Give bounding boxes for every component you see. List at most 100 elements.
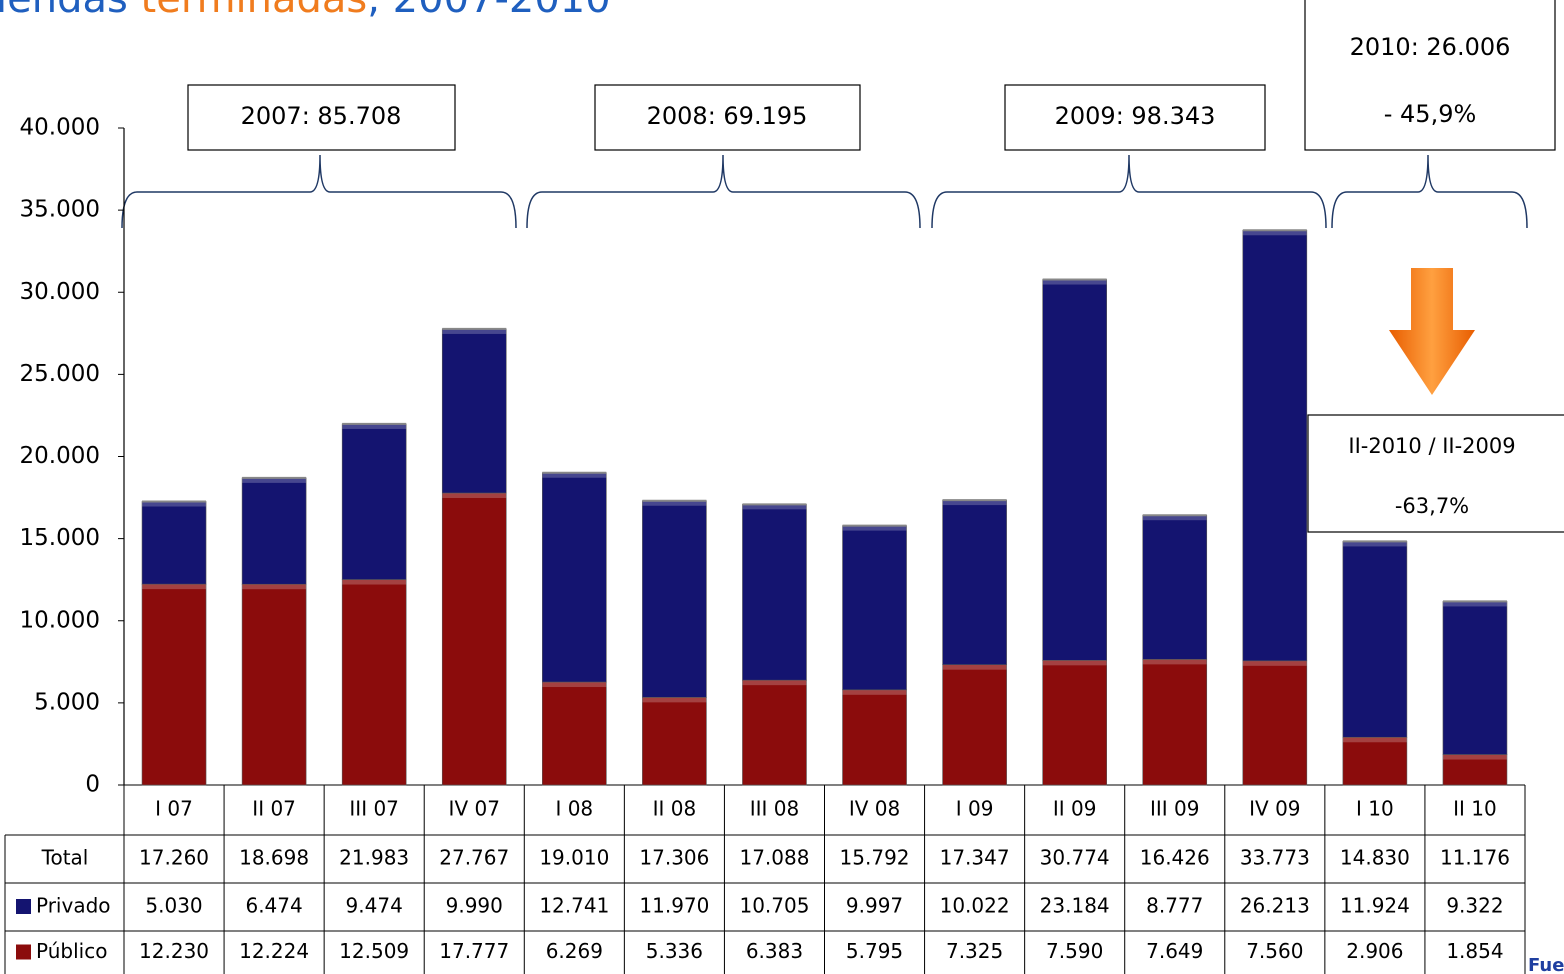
legend-swatch	[16, 899, 31, 914]
bar-highlight	[242, 584, 307, 590]
y-tick-label: 5.000	[34, 689, 100, 715]
annotation: 2009: 98.343	[1055, 102, 1216, 130]
table-cell: 18.698	[239, 846, 309, 870]
bar-highlight	[1342, 541, 1407, 547]
x-tick-label: II 08	[653, 797, 697, 821]
annotation: 2010: 26.006	[1350, 33, 1511, 61]
table-cell: 12.509	[339, 939, 409, 963]
bar-segment	[1442, 601, 1508, 755]
table-cell: 12.230	[139, 939, 209, 963]
x-tick-label: III 08	[750, 797, 800, 821]
y-tick-label: 40.000	[20, 115, 100, 141]
table-cell: 2.906	[1346, 939, 1403, 963]
table-cell: 19.010	[539, 846, 609, 870]
bar-segment	[642, 697, 707, 786]
bar-highlight	[1242, 660, 1307, 666]
bar-highlight	[742, 504, 807, 510]
table-cell: 6.474	[245, 894, 302, 918]
bar-highlight	[842, 689, 907, 695]
table-cell: 15.792	[840, 846, 910, 870]
bar-segment	[1042, 279, 1107, 661]
y-tick-label: 10.000	[20, 607, 100, 633]
x-tick-label: II 10	[1453, 797, 1497, 821]
table-cell: 27.767	[439, 846, 509, 870]
bar-highlight	[442, 328, 507, 334]
bar-highlight	[1042, 660, 1107, 666]
bar-highlight	[1242, 230, 1307, 236]
annotation: 2007: 85.708	[241, 102, 402, 130]
bar-segment	[1142, 659, 1208, 786]
table-cell: 10.705	[739, 894, 809, 918]
bar-highlight	[942, 500, 1007, 506]
bar-segment	[241, 583, 307, 786]
bar-highlight	[142, 501, 207, 507]
table-cell: 9.322	[1446, 894, 1503, 918]
table-cell: 21.983	[339, 846, 409, 870]
table-cell: 17.306	[639, 846, 709, 870]
x-tick-label: II 07	[252, 797, 296, 821]
bar-highlight	[742, 680, 807, 686]
bar-segment	[341, 423, 407, 580]
bar-highlight	[342, 579, 407, 585]
bar-segment	[241, 477, 307, 585]
table-cell: 11.924	[1340, 894, 1410, 918]
bar-highlight	[1042, 279, 1107, 285]
table-cell: 1.854	[1446, 939, 1503, 963]
bar-highlight	[1442, 754, 1507, 760]
table-cell: 17.347	[940, 846, 1010, 870]
bar-highlight	[1342, 737, 1407, 743]
annotation-box	[594, 84, 861, 151]
table-cell: 23.184	[1040, 894, 1110, 918]
y-tick-label: 20.000	[20, 443, 100, 469]
table-cell: 16.426	[1140, 846, 1210, 870]
x-tick-label: I 07	[155, 797, 193, 821]
y-tick-label: 30.000	[20, 279, 100, 305]
bar-highlight	[842, 525, 907, 531]
x-tick-label: III 09	[1150, 797, 1200, 821]
bar-highlight	[442, 493, 507, 499]
x-tick-label: IV 07	[449, 797, 500, 821]
bar-highlight	[142, 584, 207, 590]
table-cell: 11.176	[1440, 846, 1510, 870]
down-arrow	[1389, 268, 1475, 395]
bar-highlight	[642, 697, 707, 703]
row-header: Total	[41, 846, 89, 870]
bar-highlight	[542, 472, 607, 478]
legend-label: Público	[36, 939, 107, 963]
table-cell: 7.590	[1046, 939, 1103, 963]
table-cell: 17.777	[439, 939, 509, 963]
brace	[931, 154, 1327, 229]
table-cell: 9.474	[346, 894, 403, 918]
annotation: II-2010 / II-2009	[1348, 434, 1515, 458]
table-cell: 7.649	[1146, 939, 1203, 963]
bar-segment	[842, 525, 907, 691]
y-tick-label: 25.000	[20, 361, 100, 387]
annotation: 2008: 69.195	[647, 102, 808, 130]
table-cell: 33.773	[1240, 846, 1310, 870]
bar-highlight	[1142, 515, 1207, 521]
bar-segment	[942, 499, 1007, 665]
bar-segment	[1342, 541, 1408, 738]
annotation: - 45,9%	[1384, 100, 1477, 128]
bar-segment	[742, 679, 807, 786]
bar-highlight	[342, 423, 407, 429]
y-tick-label: 0	[85, 772, 100, 798]
annotation-box	[1307, 414, 1564, 533]
bar-segment	[341, 579, 407, 786]
table-cell: 17.088	[739, 846, 809, 870]
bar-segment	[1342, 736, 1408, 786]
table-cell: 7.325	[946, 939, 1003, 963]
bar-segment	[942, 664, 1007, 786]
bar-segment	[1242, 660, 1308, 786]
x-tick-label: I 08	[555, 797, 593, 821]
bar-segment	[1042, 660, 1107, 786]
y-tick-label: 15.000	[20, 525, 100, 551]
table-cell: 7.560	[1246, 939, 1303, 963]
bar-segment	[542, 472, 607, 683]
bar-segment	[441, 492, 507, 786]
bar-highlight	[1442, 601, 1507, 607]
legend-label: Privado	[36, 894, 111, 918]
bar-segment	[441, 328, 507, 494]
brace	[1331, 154, 1528, 229]
title-part: iendas	[0, 0, 141, 22]
